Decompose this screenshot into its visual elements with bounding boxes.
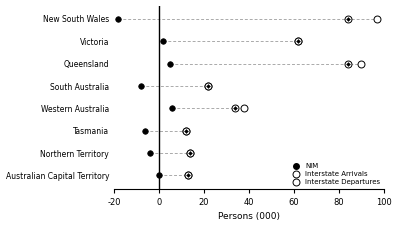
- X-axis label: Persons (000): Persons (000): [218, 212, 280, 222]
- Legend: NIM, Interstate Arrivals, Interstate Departures: NIM, Interstate Arrivals, Interstate Dep…: [289, 163, 380, 185]
